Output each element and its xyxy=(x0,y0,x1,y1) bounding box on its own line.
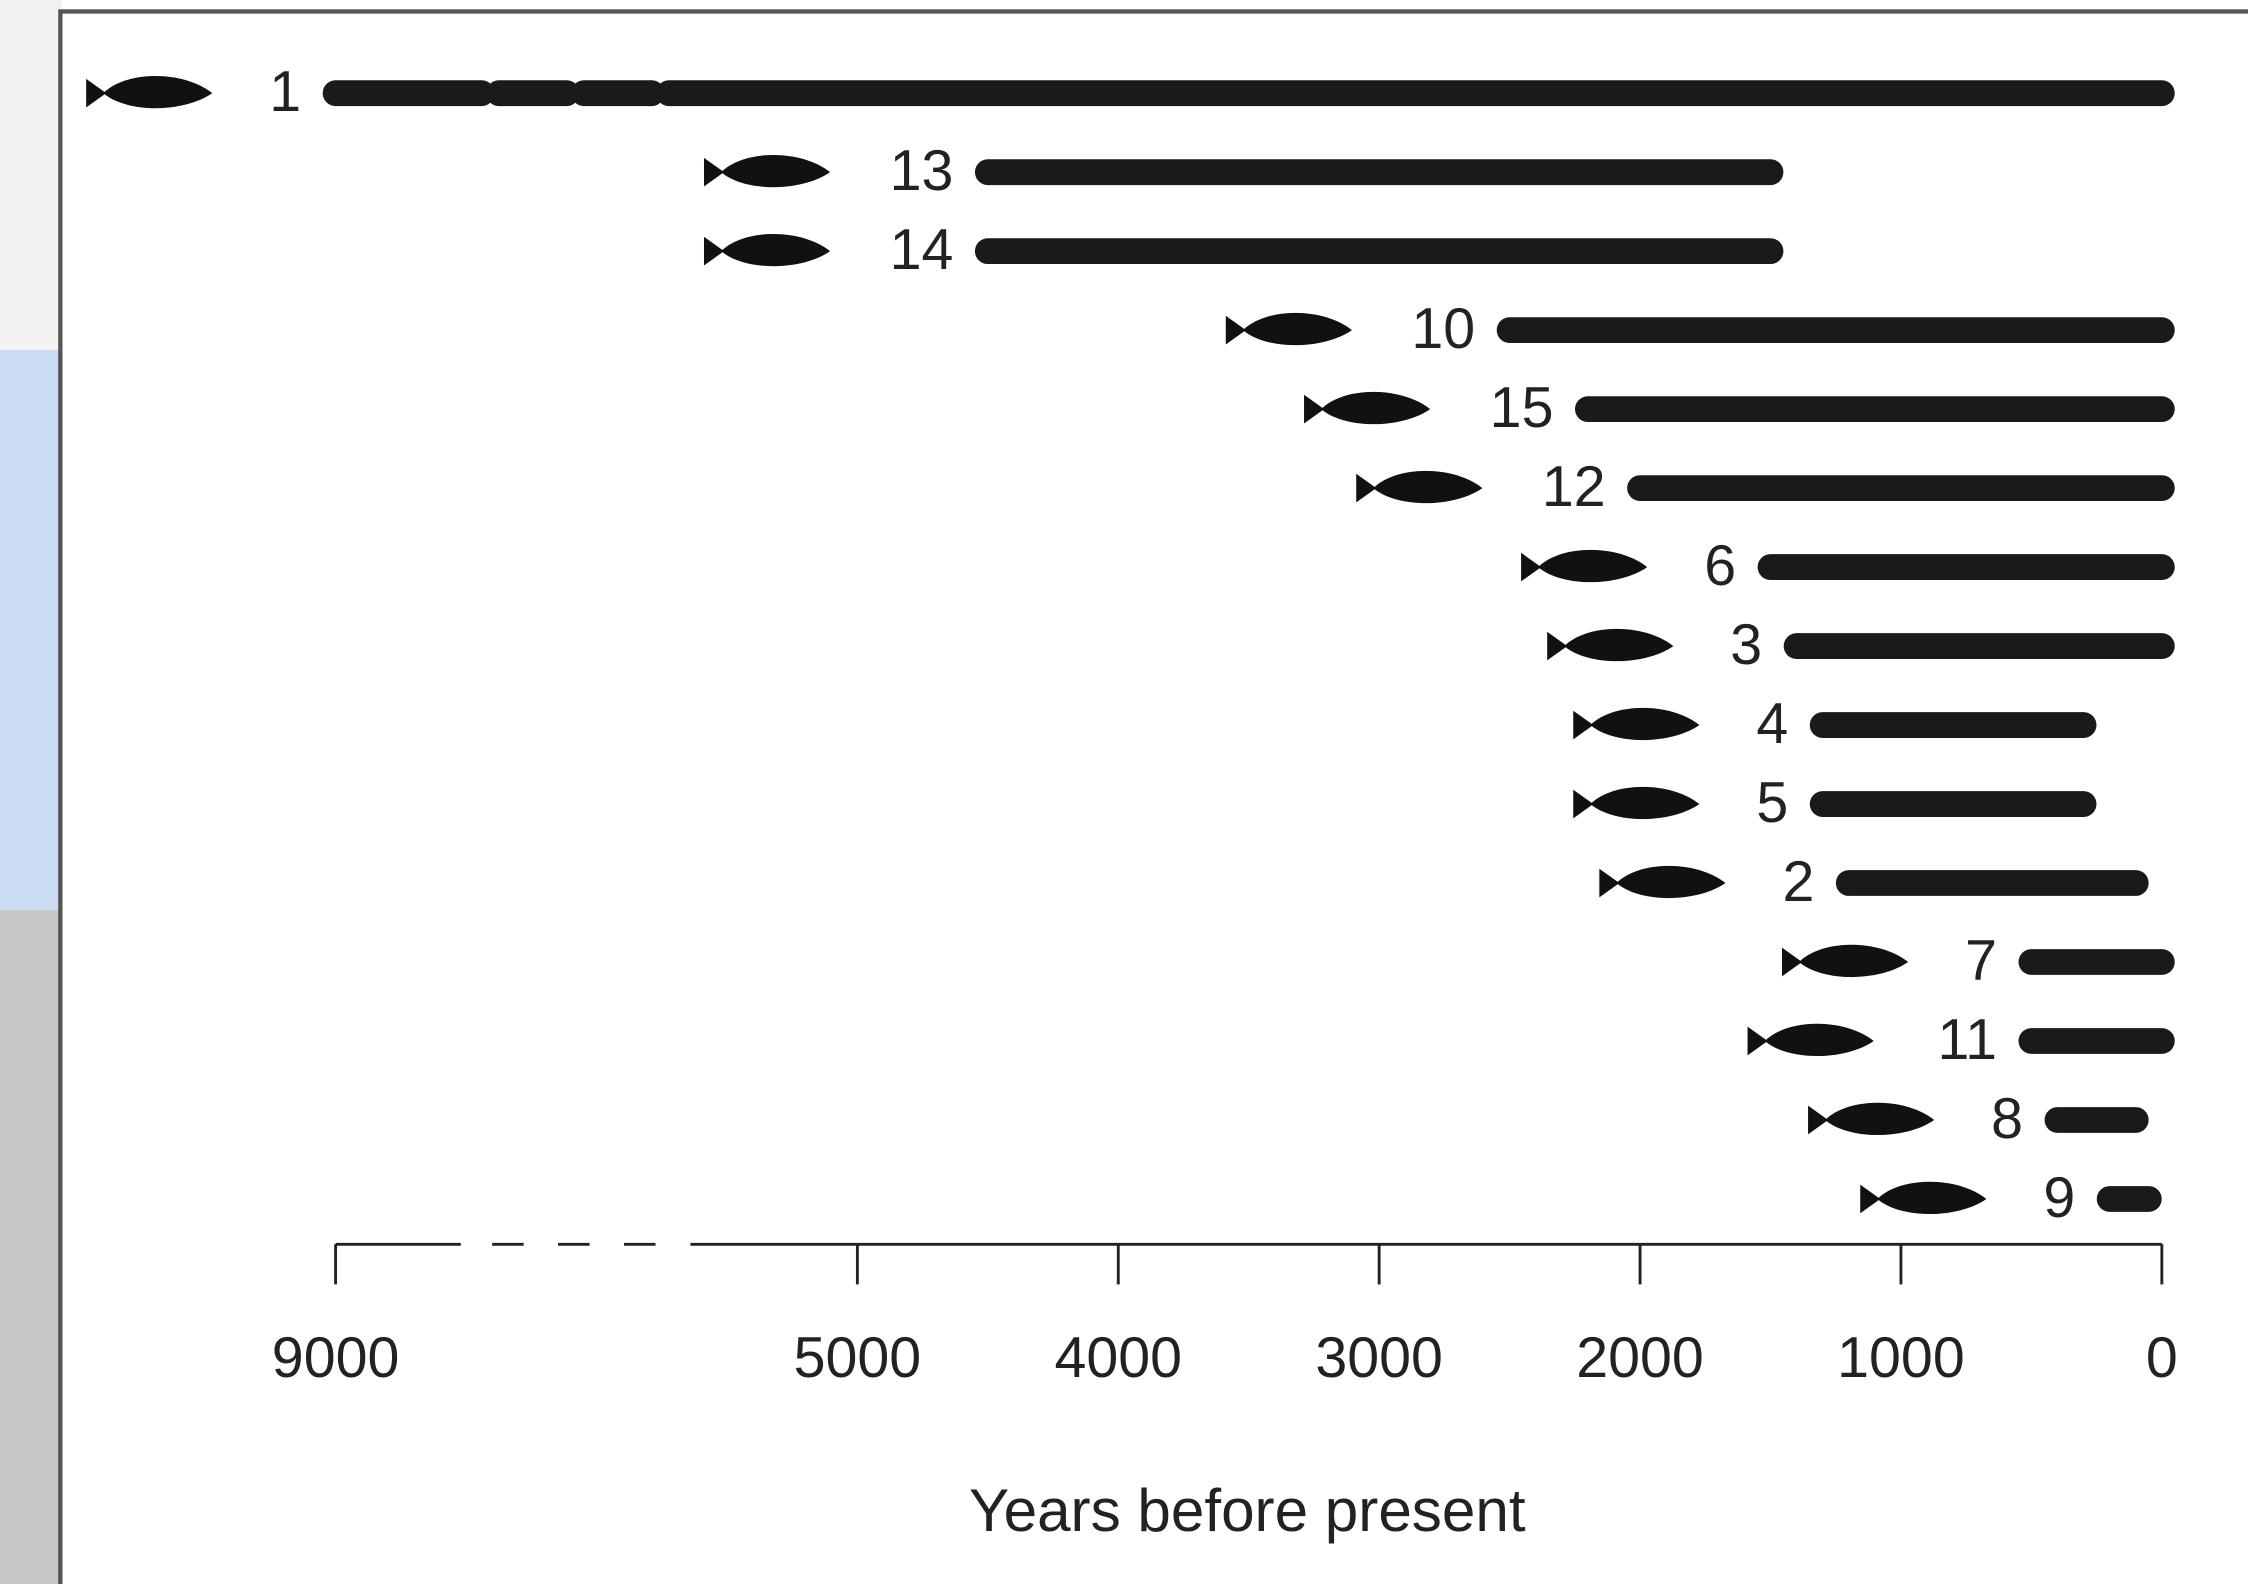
x-axis-label: Years before present xyxy=(969,1477,1526,1544)
x-tick-label: 2000 xyxy=(1576,1326,1704,1390)
row-label: 15 xyxy=(1490,376,1554,440)
row-label: 8 xyxy=(1991,1087,2023,1151)
row-label: 10 xyxy=(1411,297,1475,361)
row-label: 1 xyxy=(269,60,301,124)
x-tick-label: 4000 xyxy=(1054,1326,1182,1390)
x-tick-label: 3000 xyxy=(1315,1326,1443,1390)
page: Years before present 9000 5000 4000 3000 200… xyxy=(0,0,2248,1584)
row-label: 14 xyxy=(890,218,954,282)
row-label: 12 xyxy=(1542,455,1606,519)
row-label: 9 xyxy=(2043,1166,2075,1230)
row-label: 7 xyxy=(1965,929,1997,993)
row-label: 13 xyxy=(890,139,954,203)
row-label: 5 xyxy=(1756,771,1788,835)
row-label: 3 xyxy=(1730,613,1762,677)
chart: Years before present 9000 5000 4000 3000 200… xyxy=(0,0,2248,1584)
x-tick-label: 5000 xyxy=(794,1326,922,1390)
row-label: 4 xyxy=(1756,692,1788,756)
row-label: 11 xyxy=(1937,1008,1997,1072)
x-tick-label: 1000 xyxy=(1837,1326,1965,1390)
row-label: 2 xyxy=(1782,850,1814,914)
x-tick-label: 9000 xyxy=(272,1326,400,1390)
x-tick-label: 0 xyxy=(2146,1326,2178,1390)
row-label: 6 xyxy=(1704,534,1736,598)
